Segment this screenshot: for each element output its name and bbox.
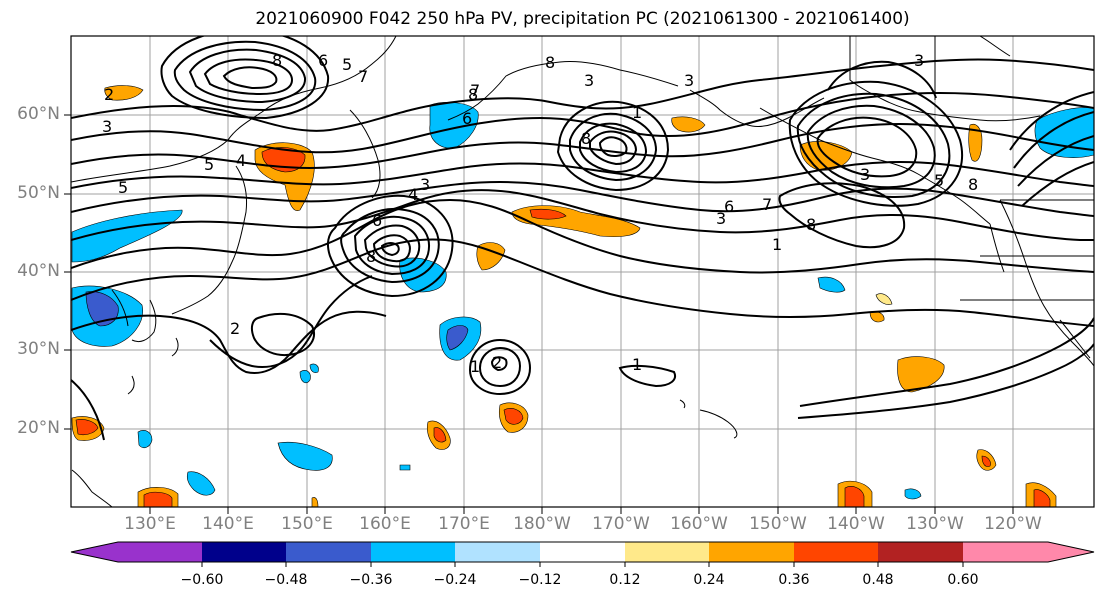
contour-label: 5 (204, 155, 214, 174)
colorbar-segment (202, 542, 286, 562)
contour-label: 5 (934, 171, 944, 190)
lat-label: 50°N (17, 183, 60, 203)
colorbar-tick-label: −0.60 (180, 572, 224, 588)
contour-label: 5 (118, 178, 128, 197)
colorbar-segment (625, 542, 709, 562)
lat-label: 60°N (17, 104, 60, 124)
colorbar-segment (286, 542, 371, 562)
colorbar-tick-label: −0.12 (518, 572, 562, 588)
contour-label: 6 (318, 51, 328, 70)
contour-label: 3 (584, 71, 594, 90)
pv-contours (71, 36, 1094, 441)
lon-label: 130°W (906, 514, 964, 534)
contour-label: 8 (468, 85, 478, 104)
contour-label: 1 (772, 235, 782, 254)
contour-label: 4 (408, 185, 418, 204)
colorbar-tick-label: 0.12 (609, 572, 641, 588)
colorbar-segment (455, 542, 540, 562)
contour-label: 7 (470, 81, 480, 100)
colorbar-segment (540, 542, 625, 562)
lon-label: 170°W (592, 514, 650, 534)
lon-label: 150°W (749, 514, 807, 534)
contour-label: 8 (806, 215, 816, 234)
lon-label: 170°E (438, 514, 490, 534)
contour-label: 1 (632, 103, 642, 122)
colorbar-tick-label: −0.48 (264, 572, 308, 588)
plot-title: 2021060900 F042 250 hPa PV, precipitatio… (255, 9, 910, 29)
colorbar-tick-label: 0.24 (693, 572, 725, 588)
lon-label: 140°E (202, 514, 254, 534)
contour-label: 8 (968, 175, 978, 194)
contour-label: 8 (272, 51, 282, 70)
lon-label: 120°W (984, 514, 1042, 534)
contour-label: 2 (230, 319, 240, 338)
coastlines (71, 36, 1094, 507)
contour-label-layer: 8 6 5 7 2 8 3 7 3 3 8 1 6 8 3 5 4 5 3 4 … (102, 51, 978, 376)
contour-label: 1 (470, 357, 480, 376)
colorbar-tick-label: −0.36 (349, 572, 393, 588)
contour-label: 3 (420, 175, 430, 194)
contour-label: 5 (342, 55, 352, 74)
contour-label: 3 (914, 51, 924, 70)
contour-label: 7 (358, 67, 368, 86)
colorbar-extend-low (71, 542, 202, 562)
colorbar-segment (794, 542, 878, 562)
contour-label: 2 (492, 353, 502, 372)
lon-label: 150°E (281, 514, 333, 534)
contour-label: 7 (762, 195, 772, 214)
contour-label: 8 (545, 53, 555, 72)
contour-label: 3 (860, 165, 870, 184)
lat-label: 40°N (17, 261, 60, 281)
contour-label: 6 (724, 197, 734, 216)
colorbar-segment (371, 542, 455, 562)
colorbar-tick-label: 0.36 (778, 572, 810, 588)
contour-label: 1 (632, 355, 642, 374)
colorbar (70, 541, 1095, 567)
axis-ticks (64, 114, 1014, 514)
lon-label: 140°W (827, 514, 885, 534)
colorbar-tick-label: −0.24 (433, 572, 477, 588)
contour-label: 2 (104, 85, 114, 104)
colorbar-segment (878, 542, 963, 562)
colorbar-extend-high (963, 542, 1094, 562)
contour-label: 3 (102, 117, 112, 136)
contour-label: 8 (366, 247, 376, 266)
lon-label: 160°W (670, 514, 728, 534)
contour-label: 6 (462, 109, 472, 128)
lon-label: 180°W (513, 514, 571, 534)
lat-label: 20°N (17, 418, 60, 438)
colorbar-tick-label: 0.48 (862, 572, 894, 588)
contour-label: 4 (236, 151, 246, 170)
contour-label: 3 (684, 71, 694, 90)
contour-label: 6 (372, 211, 382, 230)
colorbar-tick-label: 0.60 (947, 572, 979, 588)
contour-label: 8 (581, 129, 591, 148)
lon-label: 130°E (124, 514, 176, 534)
lat-label: 30°N (17, 339, 60, 359)
precip-negative-patches (71, 102, 1094, 500)
precip-positive-patches (71, 85, 1057, 507)
map-grid (71, 36, 1094, 507)
colorbar-segment (709, 542, 794, 562)
lon-label: 160°E (359, 514, 411, 534)
contour-label: 3 (716, 209, 726, 228)
